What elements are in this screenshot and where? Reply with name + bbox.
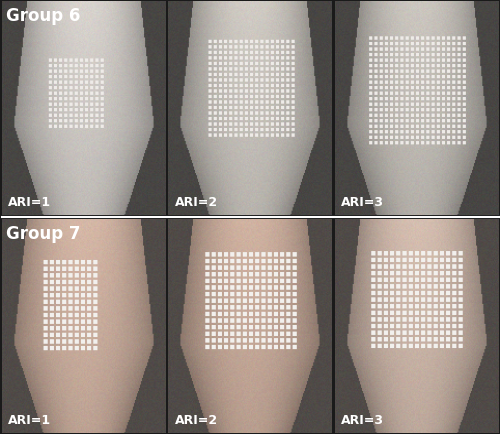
Text: ARI=2: ARI=2 <box>174 196 218 209</box>
Text: Group 6: Group 6 <box>6 7 81 25</box>
Text: Group 7: Group 7 <box>6 225 81 243</box>
Text: ARI=1: ARI=1 <box>8 196 51 209</box>
Text: ARI=3: ARI=3 <box>342 414 384 427</box>
Text: ARI=2: ARI=2 <box>174 414 218 427</box>
Text: ARI=3: ARI=3 <box>342 196 384 209</box>
Text: ARI=1: ARI=1 <box>8 414 51 427</box>
